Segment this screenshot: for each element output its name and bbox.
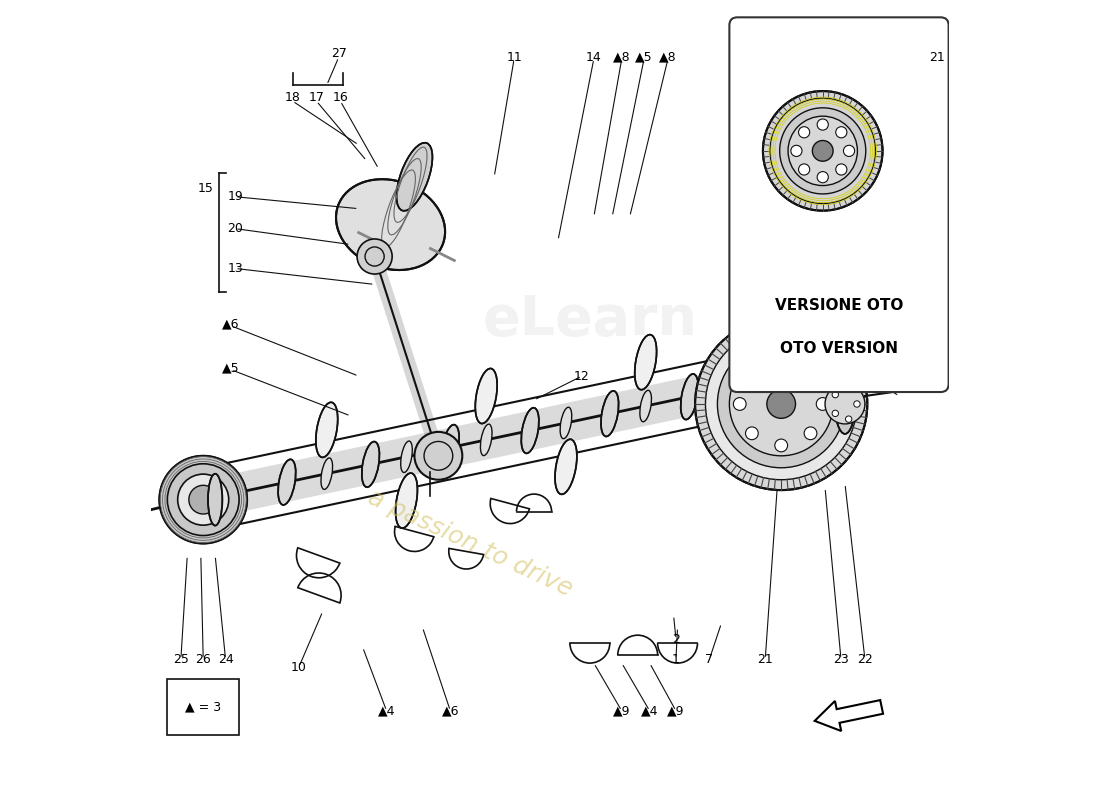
Text: ▲ = 3: ▲ = 3: [185, 701, 221, 714]
Text: 23: 23: [833, 653, 849, 666]
Text: VERSIONE OTO: VERSIONE OTO: [774, 298, 903, 313]
Ellipse shape: [396, 142, 432, 211]
Ellipse shape: [400, 441, 412, 473]
Ellipse shape: [396, 473, 417, 528]
Circle shape: [189, 486, 218, 514]
FancyBboxPatch shape: [729, 18, 948, 392]
Text: a passion to drive: a passion to drive: [364, 486, 576, 602]
Circle shape: [763, 91, 882, 210]
Circle shape: [804, 368, 817, 381]
Ellipse shape: [601, 391, 618, 437]
Ellipse shape: [441, 425, 459, 470]
Ellipse shape: [560, 407, 572, 438]
Circle shape: [780, 108, 866, 194]
Circle shape: [817, 171, 828, 182]
Text: 20: 20: [228, 222, 243, 235]
Text: 16: 16: [332, 90, 349, 103]
Text: 25: 25: [173, 653, 189, 666]
Text: 15: 15: [198, 182, 213, 195]
Text: 10: 10: [290, 661, 307, 674]
Ellipse shape: [316, 402, 338, 458]
Circle shape: [799, 164, 810, 175]
Circle shape: [160, 456, 248, 543]
Text: 21: 21: [758, 653, 773, 666]
Text: ▲6: ▲6: [222, 318, 240, 330]
Text: 7: 7: [705, 653, 714, 666]
Circle shape: [832, 410, 838, 417]
Ellipse shape: [362, 442, 380, 487]
Circle shape: [178, 474, 229, 525]
Circle shape: [804, 427, 817, 440]
Circle shape: [832, 391, 838, 398]
Ellipse shape: [321, 458, 332, 490]
Text: ▲4: ▲4: [377, 705, 395, 718]
Text: 24: 24: [218, 653, 233, 666]
Circle shape: [854, 401, 860, 407]
Circle shape: [799, 126, 810, 138]
Ellipse shape: [556, 439, 576, 494]
Circle shape: [816, 398, 829, 410]
Ellipse shape: [681, 374, 698, 419]
Text: 11: 11: [506, 50, 522, 64]
Circle shape: [774, 356, 788, 369]
Text: 21: 21: [928, 50, 945, 64]
Text: ▲5: ▲5: [636, 50, 653, 64]
Text: ▲9: ▲9: [613, 705, 630, 718]
Circle shape: [836, 164, 847, 175]
Circle shape: [695, 318, 867, 490]
Circle shape: [836, 126, 847, 138]
Circle shape: [774, 439, 788, 452]
Circle shape: [160, 456, 248, 543]
Circle shape: [767, 390, 795, 418]
Circle shape: [717, 340, 845, 468]
Circle shape: [746, 427, 758, 440]
FancyArrow shape: [815, 700, 883, 731]
Text: 19: 19: [228, 190, 243, 203]
Ellipse shape: [640, 390, 651, 422]
Circle shape: [415, 432, 462, 480]
Text: 27: 27: [331, 46, 346, 60]
Circle shape: [705, 328, 857, 480]
Text: 13: 13: [228, 262, 243, 275]
Circle shape: [791, 146, 802, 157]
Text: ▲5: ▲5: [222, 362, 240, 374]
Circle shape: [746, 368, 758, 381]
Ellipse shape: [336, 179, 446, 270]
Ellipse shape: [635, 334, 657, 390]
Text: ▲6: ▲6: [441, 705, 459, 718]
Circle shape: [846, 416, 851, 422]
Circle shape: [729, 352, 833, 456]
Text: ▲9: ▲9: [668, 705, 684, 718]
Ellipse shape: [475, 369, 497, 423]
Circle shape: [846, 386, 851, 392]
Ellipse shape: [278, 459, 296, 505]
Bar: [167, 679, 239, 735]
Ellipse shape: [835, 374, 855, 434]
Circle shape: [817, 119, 828, 130]
Text: 26: 26: [196, 653, 211, 666]
Text: 17: 17: [308, 90, 324, 103]
Text: OTO VERSION: OTO VERSION: [780, 341, 898, 356]
Circle shape: [734, 398, 746, 410]
Text: ▲4: ▲4: [641, 705, 659, 718]
Text: ▲8: ▲8: [613, 50, 630, 64]
Text: 1: 1: [672, 653, 680, 666]
Text: 18: 18: [285, 90, 300, 103]
Circle shape: [844, 146, 855, 157]
Text: 12: 12: [574, 370, 590, 382]
Text: 22: 22: [857, 653, 872, 666]
Text: 2: 2: [672, 633, 680, 646]
Ellipse shape: [481, 424, 492, 455]
Ellipse shape: [208, 474, 222, 526]
Ellipse shape: [521, 408, 539, 454]
Text: 14: 14: [586, 50, 602, 64]
Text: ▲8: ▲8: [659, 50, 676, 64]
Circle shape: [788, 116, 857, 186]
Circle shape: [813, 141, 833, 162]
Text: eLearn: eLearn: [483, 294, 697, 347]
Circle shape: [358, 239, 393, 274]
Circle shape: [825, 384, 865, 424]
